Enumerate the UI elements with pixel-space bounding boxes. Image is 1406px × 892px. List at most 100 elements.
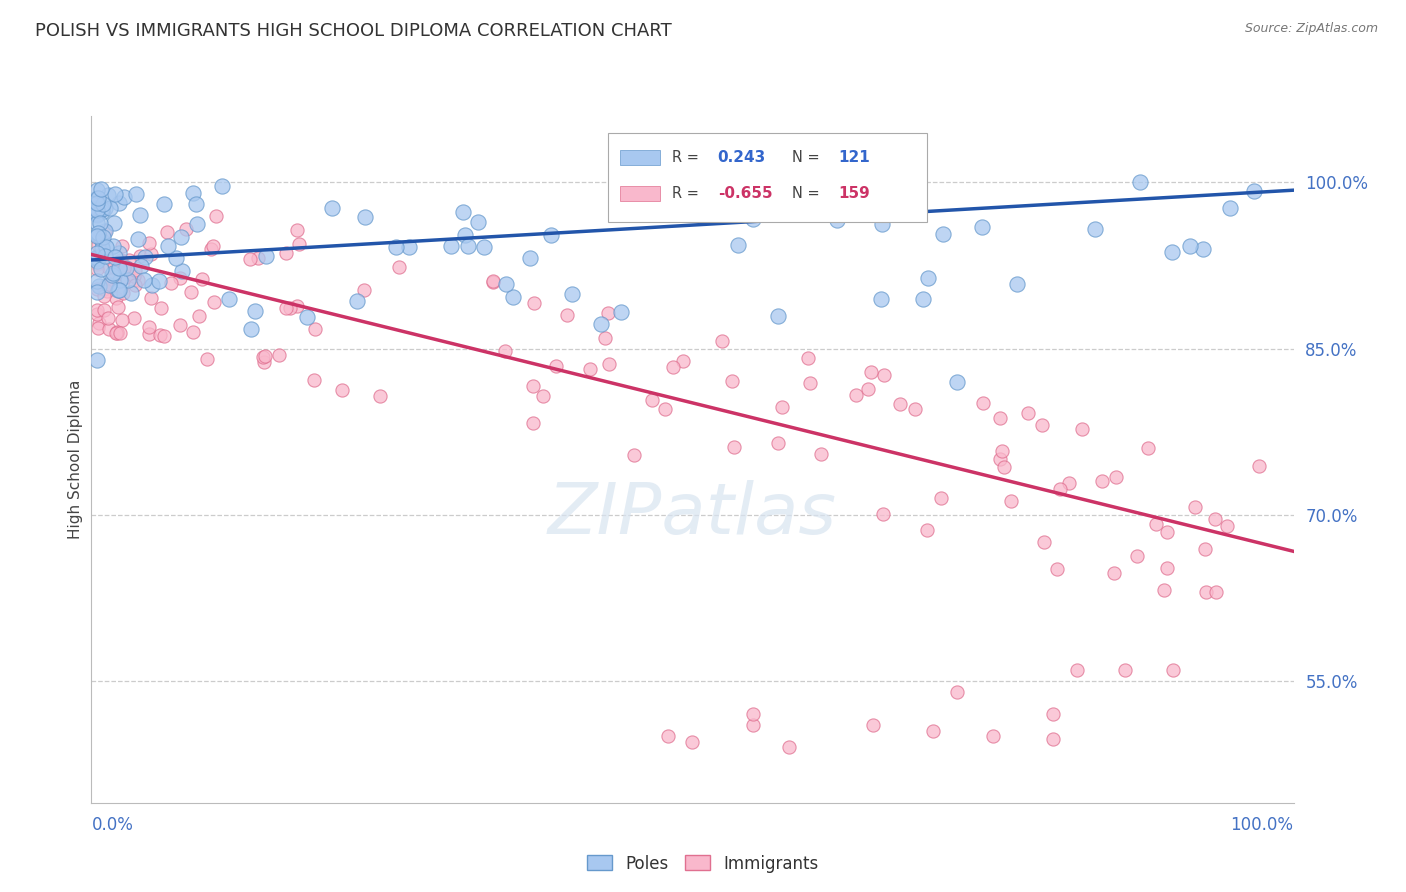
Point: [267, 348, 290, 362]
Point: [104, 291, 127, 305]
Point: [904, 402, 927, 417]
Point: [111, 286, 134, 301]
Point: [176, 222, 198, 236]
Point: [86, 302, 108, 317]
Point: [243, 304, 266, 318]
Point: [1146, 517, 1168, 532]
Point: [1184, 500, 1206, 514]
Point: [86, 228, 108, 243]
Point: [723, 440, 745, 454]
Point: [993, 459, 1015, 474]
Point: [555, 308, 578, 322]
Point: [797, 351, 820, 365]
Text: R =: R =: [672, 150, 703, 165]
Point: [153, 329, 176, 343]
Point: [97, 188, 120, 202]
Point: [856, 382, 879, 396]
Point: [124, 262, 146, 277]
Point: [1031, 418, 1053, 433]
Text: 100.0%: 100.0%: [1230, 816, 1294, 834]
Point: [295, 310, 318, 325]
Point: [127, 231, 149, 245]
Point: [117, 273, 139, 287]
Point: [86, 262, 108, 277]
Point: [1057, 475, 1080, 490]
Text: N =: N =: [792, 150, 824, 165]
Point: [1243, 185, 1265, 199]
Point: [134, 250, 156, 264]
Point: [86, 250, 108, 264]
Point: [354, 210, 377, 224]
Point: [276, 245, 298, 260]
Point: [561, 287, 583, 301]
Point: [86, 191, 108, 205]
Point: [766, 436, 789, 450]
Point: [457, 239, 479, 253]
Point: [101, 268, 124, 283]
Point: [1066, 663, 1088, 677]
Point: [156, 225, 179, 239]
Point: [87, 238, 110, 252]
Point: [494, 343, 516, 358]
Point: [1161, 245, 1184, 260]
Point: [502, 290, 524, 304]
Point: [86, 274, 108, 288]
Point: [170, 264, 193, 278]
Point: [889, 397, 911, 411]
Point: [778, 740, 800, 755]
Point: [97, 311, 120, 326]
Point: [108, 246, 131, 260]
Point: [124, 311, 146, 326]
Point: [1105, 470, 1128, 484]
Point: [107, 300, 129, 314]
Point: [188, 309, 211, 323]
Point: [595, 331, 617, 345]
Point: [872, 507, 894, 521]
Point: [86, 216, 108, 230]
Point: [495, 277, 517, 292]
Point: [915, 523, 938, 537]
FancyBboxPatch shape: [620, 150, 659, 165]
Point: [103, 216, 125, 230]
Point: [385, 240, 408, 254]
Point: [810, 447, 832, 461]
Point: [156, 239, 179, 253]
Point: [246, 252, 269, 266]
Point: [598, 357, 620, 371]
Point: [195, 351, 218, 366]
Point: [97, 277, 120, 292]
Point: [91, 229, 114, 244]
Point: [872, 368, 894, 382]
Point: [288, 236, 311, 251]
Text: 121: 121: [838, 150, 870, 165]
Point: [86, 254, 108, 268]
Point: [531, 388, 554, 402]
Point: [353, 283, 375, 297]
Point: [86, 227, 108, 241]
Point: [845, 187, 868, 202]
Point: [768, 310, 790, 324]
Point: [104, 187, 127, 202]
Point: [1042, 707, 1064, 722]
Point: [86, 246, 108, 260]
Point: [454, 227, 477, 242]
Point: [862, 718, 884, 732]
Point: [141, 246, 163, 260]
Point: [519, 251, 541, 265]
Point: [1084, 222, 1107, 236]
Point: [96, 240, 118, 254]
Point: [911, 292, 934, 306]
Y-axis label: High School Diploma: High School Diploma: [67, 380, 83, 539]
Point: [883, 192, 905, 206]
Point: [96, 284, 118, 298]
Point: [86, 257, 108, 271]
Legend: Poles, Immigrants: Poles, Immigrants: [581, 848, 825, 880]
Point: [129, 249, 152, 263]
Point: [86, 285, 108, 300]
Point: [770, 401, 793, 415]
Point: [108, 273, 131, 287]
Point: [141, 291, 163, 305]
Point: [589, 317, 612, 331]
Point: [609, 305, 631, 319]
Point: [276, 301, 298, 316]
